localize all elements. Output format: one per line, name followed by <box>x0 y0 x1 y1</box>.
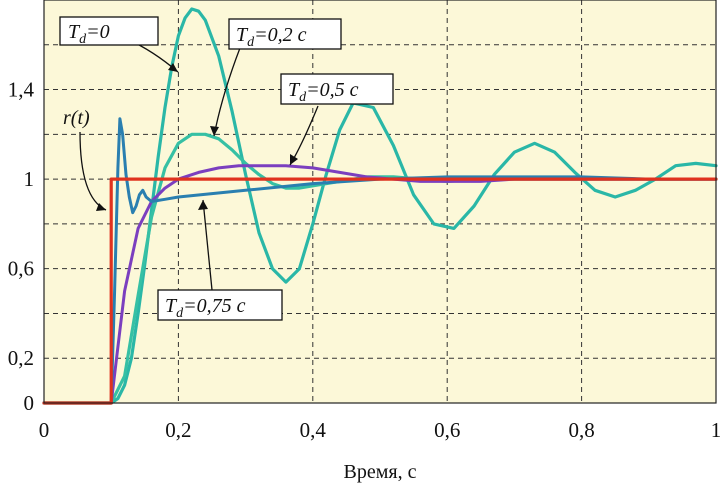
x-axis-title: Время, с <box>344 461 417 483</box>
label-td05: Td=0,5 с <box>280 73 394 105</box>
label-box-td02 <box>228 18 342 50</box>
label-box-td075 <box>157 289 283 321</box>
arrow-head-rt <box>96 203 106 211</box>
plot-frame <box>43 0 717 404</box>
y-tick-label: 0,6 <box>8 257 34 281</box>
x-tick-label: 0,8 <box>568 418 594 442</box>
label-box-td0 <box>59 16 159 46</box>
label-rt: r(t) <box>63 107 90 129</box>
tick-labels: 0 0,2 0,4 0,6 0,8 1 0 0,2 0,6 1 1,4 <box>8 78 720 442</box>
label-text-td075: Td=0,75 с <box>165 295 246 321</box>
label-td02: Td=0,2 с <box>228 18 342 50</box>
label-text-td05: Td=0,5 с <box>288 79 359 105</box>
x-tick-label: 0,2 <box>165 418 191 442</box>
y-tick-label: 0,2 <box>8 346 34 370</box>
label-box-td05 <box>280 73 394 105</box>
y-tick-label: 1 <box>24 167 35 191</box>
arrow-head-td02 <box>210 126 219 136</box>
arrow-td075 <box>202 199 213 291</box>
series-line-1 <box>42 7 718 405</box>
label-td0: Td=0 <box>59 16 159 47</box>
label-text-td02: Td=0,2 с <box>236 24 307 50</box>
series-line-4 <box>42 117 718 405</box>
x-tick-label: 0,6 <box>434 418 460 442</box>
annotation-arrows <box>79 35 319 291</box>
x-tick-label: 1 <box>711 418 720 442</box>
series-line-3 <box>42 164 718 405</box>
label-td075: Td=0,75 с <box>157 289 283 321</box>
y-tick-label: 0 <box>24 391 35 415</box>
x-tick-label: 0,4 <box>300 418 327 442</box>
arrow-head-td05 <box>290 154 298 165</box>
arrow-head-td075 <box>198 200 208 210</box>
arrow-head-td0 <box>168 63 178 72</box>
y-tick-label: 1,4 <box>8 78 35 102</box>
plot-area <box>44 0 716 403</box>
x-tick-label: 0 <box>39 418 50 442</box>
label-text-td0: Td=0 <box>68 21 110 47</box>
